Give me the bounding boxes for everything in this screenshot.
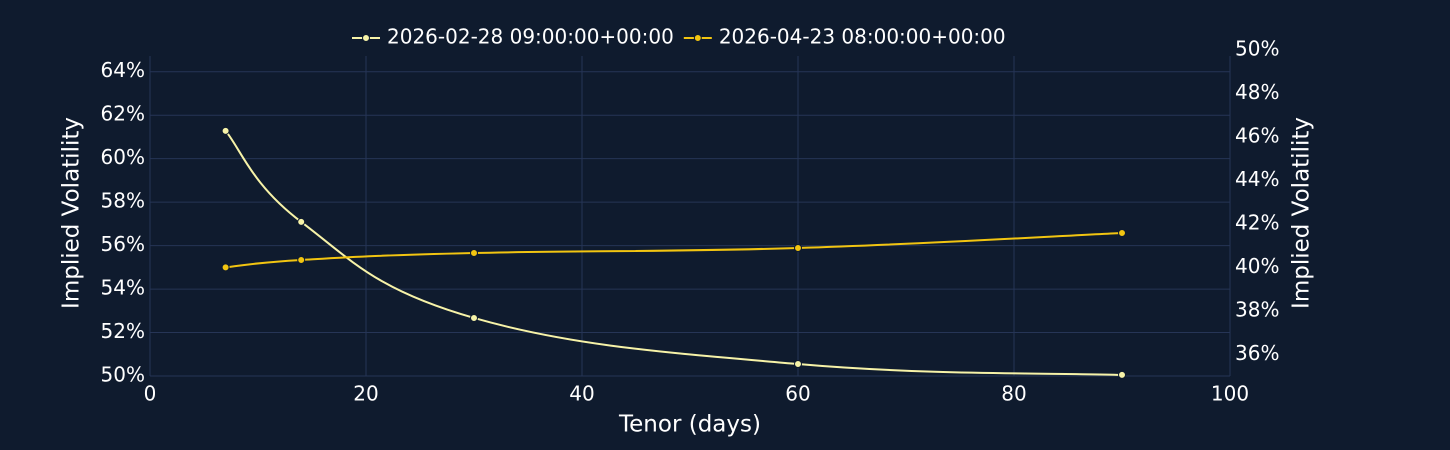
y-tick-label: 50% <box>101 363 145 387</box>
x-tick-label: 60 <box>785 382 810 406</box>
y2-tick-label: 40% <box>1235 254 1279 278</box>
x-tick-label: 20 <box>353 382 378 406</box>
y2-tick-label: 38% <box>1235 297 1279 321</box>
y2-tick-label: 50% <box>1235 37 1279 61</box>
series-marker <box>297 217 306 226</box>
y2-tick-label: 36% <box>1235 341 1279 365</box>
x-tick-label: 80 <box>1001 382 1026 406</box>
series-marker <box>221 263 230 272</box>
y2-tick-label: 44% <box>1235 167 1279 191</box>
y-tick-label: 56% <box>101 232 145 256</box>
x-tick-label: 0 <box>144 382 157 406</box>
series-marker <box>794 243 802 252</box>
y2-tick-label: 46% <box>1235 123 1279 147</box>
legend: 2026-02-28 09:00:00+00:00 2026-04-23 08:0… <box>352 25 1006 49</box>
legend-marker <box>362 34 370 42</box>
series-marker <box>221 126 230 135</box>
y-tick-label: 64% <box>101 58 145 82</box>
legend-label: 2026-02-28 09:00:00+00:00 <box>387 25 674 49</box>
y-axis-title: Implied Volatility <box>59 117 85 309</box>
legend-label: 2026-04-23 08:00:00+00:00 <box>719 25 1006 49</box>
series-marker <box>794 360 802 369</box>
y-tick-label: 62% <box>101 102 145 126</box>
series-line <box>225 231 1123 269</box>
series-marker <box>470 248 478 257</box>
legend-marker <box>693 34 702 42</box>
series-marker <box>470 313 478 322</box>
series-marker <box>1118 228 1126 237</box>
series-line <box>224 130 1123 376</box>
y-tick-label: 58% <box>101 189 145 213</box>
y2-tick-label: 48% <box>1235 80 1279 104</box>
y-tick-label: 52% <box>101 319 145 343</box>
y2-tick-label: 42% <box>1235 210 1279 234</box>
series-marker <box>1118 370 1126 379</box>
y2-axis-title: Implied Volatility <box>1289 117 1315 309</box>
y-tick-label: 54% <box>101 276 145 300</box>
x-tick-label: 100 <box>1211 382 1249 406</box>
series-marker <box>297 255 306 264</box>
y-tick-label: 60% <box>101 145 145 169</box>
x-axis-title: Tenor (days) <box>618 412 761 438</box>
x-tick-label: 40 <box>569 382 594 406</box>
